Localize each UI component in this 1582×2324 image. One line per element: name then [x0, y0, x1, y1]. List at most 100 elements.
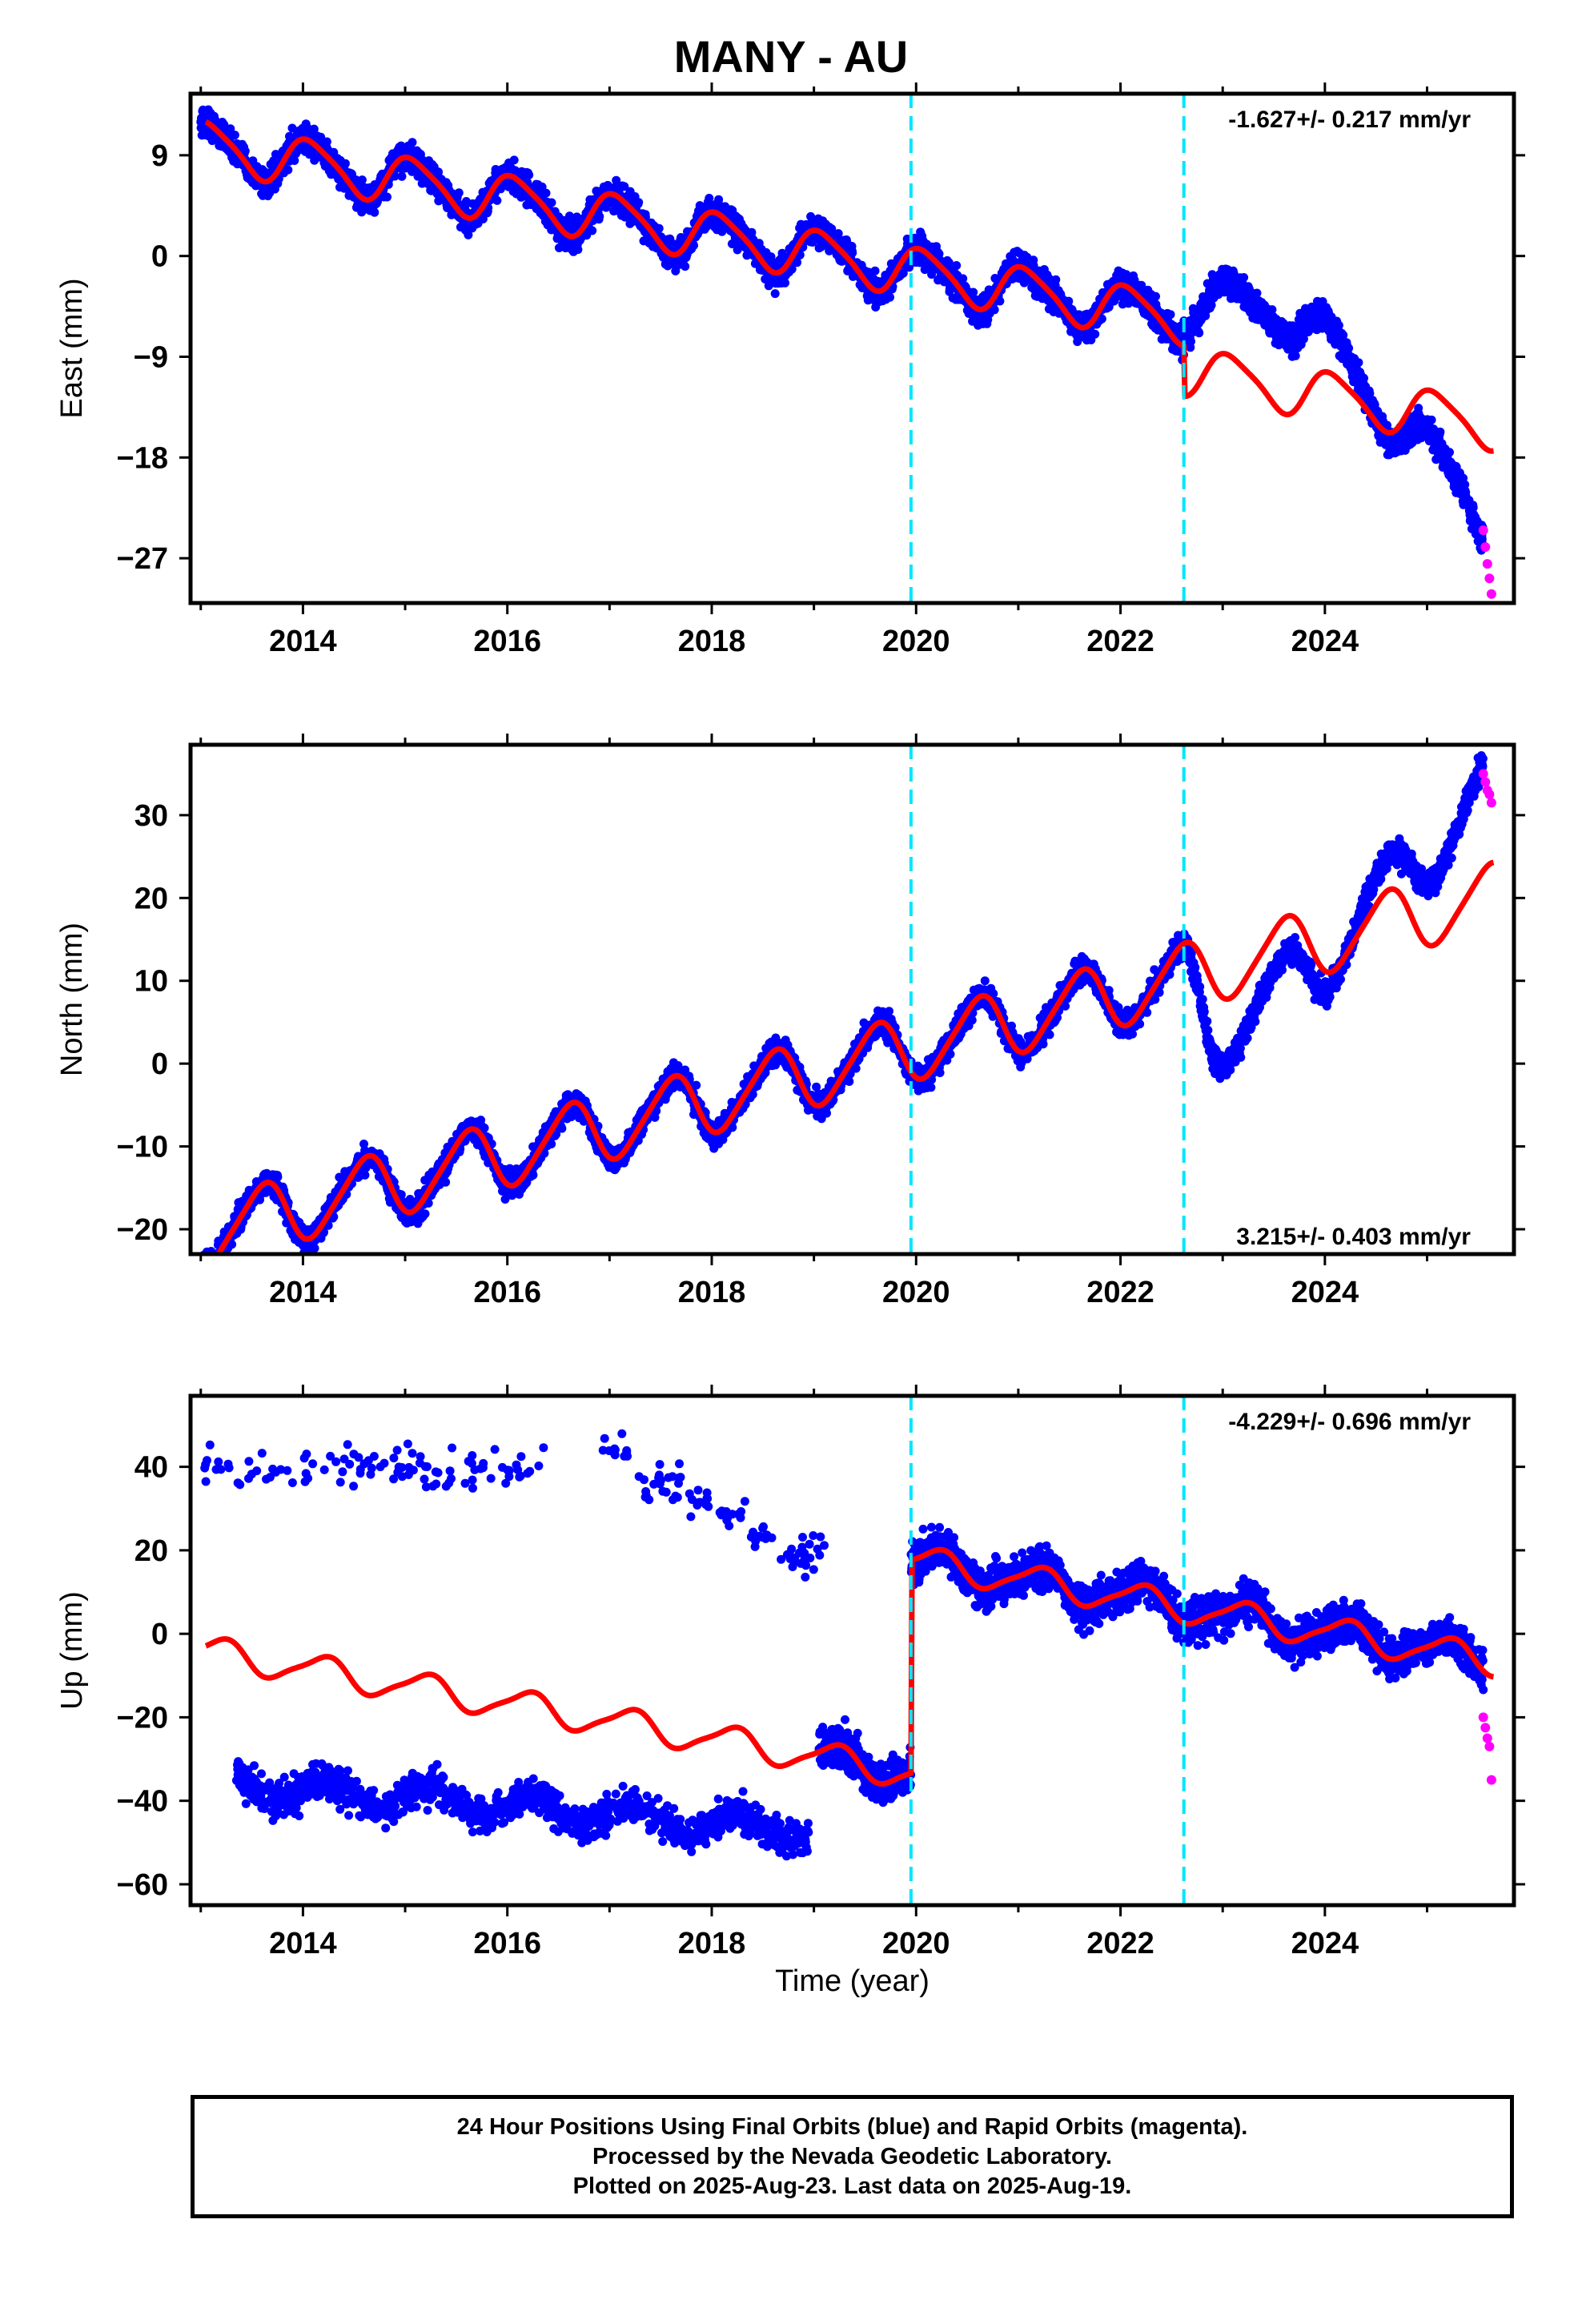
- final-orbit-point: [283, 165, 293, 175]
- final-orbit-point: [206, 1274, 215, 1283]
- final-orbit-point: [198, 1255, 207, 1264]
- final-orbit-point: [206, 1261, 215, 1269]
- x-tick-label: 2024: [1291, 625, 1359, 658]
- final-orbit-point: [207, 1265, 216, 1273]
- y-tick-label: −9: [134, 340, 168, 374]
- rapid-orbit-point: [1486, 589, 1496, 599]
- final-orbit-point: [226, 124, 235, 134]
- final-orbit-point: [303, 123, 312, 132]
- final-orbit-point: [454, 188, 464, 198]
- final-orbit-point: [322, 137, 331, 147]
- final-orbit-point: [197, 1263, 206, 1272]
- final-orbit-point: [1195, 328, 1204, 338]
- final-orbit-point: [200, 1261, 209, 1270]
- x-tick-label: 2022: [1086, 625, 1154, 658]
- x-tick-label: 2020: [882, 625, 950, 658]
- final-orbit-point: [200, 1266, 209, 1275]
- final-orbit-point: [203, 1259, 211, 1268]
- final-orbit-point: [1151, 292, 1160, 301]
- final-orbit-point: [202, 1256, 211, 1265]
- final-orbit-point: [212, 1255, 221, 1264]
- final-orbit-point: [209, 1261, 218, 1269]
- final-orbit-point: [202, 1270, 211, 1279]
- y-axis-title: East (mm): [55, 278, 89, 418]
- final-orbit-point: [370, 207, 379, 217]
- final-orbit-point: [958, 274, 968, 283]
- final-orbit-point: [464, 230, 473, 239]
- final-orbit-point: [1445, 448, 1454, 457]
- final-orbit-point: [205, 1265, 214, 1273]
- x-tick-label: 2016: [473, 625, 541, 658]
- final-orbit-point: [747, 227, 757, 237]
- final-orbit-point: [1207, 300, 1216, 310]
- final-orbit-point: [202, 1263, 211, 1272]
- final-orbit-point: [203, 1274, 212, 1283]
- final-orbit-point: [198, 1261, 207, 1269]
- page-title: MANY - AU: [673, 31, 909, 82]
- final-orbit-point: [210, 1259, 219, 1268]
- final-orbit-point: [1186, 336, 1195, 346]
- final-orbit-point: [793, 258, 801, 267]
- final-orbit-point: [287, 123, 297, 133]
- final-orbit-point: [547, 198, 556, 207]
- final-orbit-point: [199, 1262, 207, 1271]
- final-orbit-point: [211, 1259, 220, 1268]
- plot-area: [196, 105, 1496, 599]
- final-orbit-point: [240, 147, 250, 156]
- final-orbit-point: [770, 289, 780, 299]
- final-orbit-point: [208, 1262, 217, 1271]
- plot-area: [197, 751, 1496, 1283]
- final-orbit-point: [211, 1263, 219, 1272]
- final-orbit-point: [1427, 415, 1436, 424]
- final-orbit-point: [383, 192, 391, 202]
- rate-label: -1.627+/- 0.217 mm/yr: [1228, 107, 1471, 133]
- final-orbit-point: [217, 1257, 226, 1266]
- final-orbit-point: [1344, 344, 1354, 353]
- rapid-orbit-point: [1484, 573, 1495, 584]
- final-orbit-point: [273, 1172, 283, 1182]
- final-orbit-point: [201, 1274, 210, 1283]
- rapid-orbit-point: [1478, 525, 1488, 536]
- final-orbit-point: [212, 1255, 221, 1264]
- final-orbit-point: [1354, 358, 1363, 368]
- final-orbit-point: [1435, 427, 1445, 436]
- panel-north: 2014 2016 2018 2020 2022 20243020100−10−20Nor…: [55, 734, 1525, 1309]
- y-tick-label: −18: [117, 441, 168, 475]
- final-orbit-point: [654, 223, 664, 233]
- final-orbit-point: [1064, 296, 1074, 306]
- final-orbit-point: [390, 171, 400, 181]
- final-orbit-point: [207, 1265, 215, 1273]
- final-orbit-point: [990, 305, 999, 315]
- final-orbit-point: [781, 278, 789, 287]
- final-orbit-point: [689, 241, 698, 250]
- final-orbit-point: [204, 1257, 213, 1266]
- final-orbit-point: [290, 156, 299, 165]
- final-orbit-point: [199, 1266, 207, 1275]
- final-orbit-point: [204, 1264, 213, 1273]
- final-orbit-point: [201, 1262, 210, 1271]
- rapid-orbit-point: [1482, 559, 1492, 569]
- final-orbit-point: [209, 1257, 218, 1266]
- final-orbit-point: [211, 1261, 219, 1269]
- final-orbit-point: [681, 262, 690, 271]
- final-orbit-point: [969, 287, 978, 297]
- final-orbit-point: [509, 155, 519, 165]
- final-orbit-point: [203, 1270, 212, 1279]
- y-tick-label: 9: [151, 139, 168, 173]
- x-tick-label: 2018: [678, 625, 746, 658]
- final-orbit-point: [207, 1262, 215, 1271]
- final-orbit-point: [952, 261, 962, 270]
- final-orbit-point: [1090, 329, 1100, 339]
- final-orbit-point: [408, 138, 417, 147]
- x-tick-label: 2014: [269, 625, 337, 658]
- final-orbit-point: [209, 1263, 218, 1272]
- rapid-orbit-point: [1480, 542, 1491, 553]
- final-orbit-point: [541, 188, 551, 198]
- final-orbit-point: [573, 245, 583, 255]
- final-orbit-point: [357, 175, 367, 185]
- final-orbit-point: [198, 1265, 207, 1274]
- final-orbit-point: [434, 167, 443, 177]
- final-orbit-point: [524, 171, 534, 179]
